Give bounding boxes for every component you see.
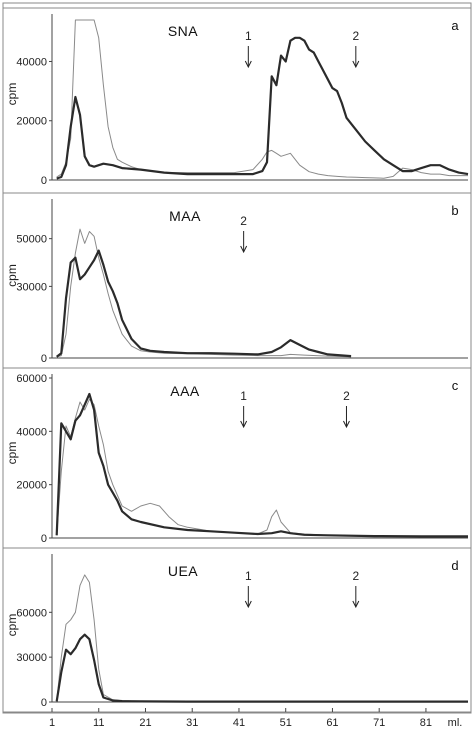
x-tick-label: 11 — [93, 717, 104, 729]
panel-letter: d — [451, 558, 458, 573]
x-tick-label: 21 — [139, 717, 151, 729]
x-tick-label: 31 — [186, 717, 198, 729]
arrow-head — [343, 420, 350, 429]
x-unit-label: ml. — [448, 717, 463, 729]
panel-frame-c — [2, 367, 472, 549]
panel-title: UEA — [168, 563, 198, 579]
series-line-thin — [56, 574, 468, 702]
series-line-bold — [55, 392, 468, 538]
x-tick-label: 71 — [373, 717, 385, 729]
arrow-label: 2 — [240, 214, 247, 228]
x-tick-label: 61 — [326, 717, 338, 729]
arrow-head — [240, 420, 248, 429]
y-tick-label: 40000 — [16, 56, 47, 68]
series-line-bold — [56, 36, 469, 180]
arrow-head — [352, 60, 360, 69]
panel-frame-a — [2, 7, 472, 194]
y-tick-label: 20000 — [16, 116, 47, 128]
arrow-head — [240, 245, 248, 254]
y-tick-label: 20000 — [16, 480, 47, 492]
panel-letter: a — [451, 18, 459, 33]
x-tick-label: 1 — [49, 717, 55, 729]
panel-letter: b — [451, 203, 458, 218]
y-tick-label: 30000 — [16, 652, 47, 664]
panel-title: AAA — [170, 383, 200, 399]
arrow-label: 1 — [245, 569, 252, 583]
arrow-label: 2 — [352, 29, 359, 43]
y-tick-label: 60000 — [16, 373, 47, 385]
panel-frame-b — [2, 192, 472, 369]
panel-title: MAA — [169, 208, 201, 224]
panel-title: SNA — [168, 23, 198, 39]
x-tick-label: 51 — [280, 717, 292, 729]
panel-letter: c — [452, 378, 459, 393]
arrow-label: 2 — [352, 569, 359, 583]
series-line-thin — [56, 19, 468, 179]
y-tick-label: 50000 — [16, 234, 47, 246]
series-line-thin — [56, 228, 352, 358]
y-axis-label: cpm — [5, 83, 19, 106]
arrow-label: 1 — [240, 389, 247, 403]
series-line-bold — [56, 249, 352, 358]
y-tick-label: 60000 — [16, 607, 47, 619]
y-axis-label: cpm — [5, 614, 19, 637]
y-tick-label: 0 — [41, 697, 47, 709]
arrow-head — [352, 600, 360, 609]
y-tick-label: 0 — [41, 533, 47, 545]
arrow-head — [244, 600, 252, 609]
panel-frame-d — [2, 547, 472, 713]
y-tick-label: 0 — [41, 353, 47, 365]
y-axis-label: cpm — [5, 442, 19, 465]
x-tick-label: 81 — [420, 717, 432, 729]
y-tick-label: 0 — [41, 175, 47, 187]
series-line-bold — [55, 633, 468, 703]
y-tick-label: 40000 — [16, 426, 47, 438]
series-line-thin — [56, 398, 468, 537]
arrow-head — [244, 60, 252, 69]
y-axis-label: cpm — [5, 264, 19, 287]
x-tick-label: 41 — [233, 717, 245, 729]
arrow-label: 1 — [245, 29, 252, 43]
y-tick-label: 30000 — [16, 281, 47, 293]
arrow-label: 2 — [343, 389, 350, 403]
